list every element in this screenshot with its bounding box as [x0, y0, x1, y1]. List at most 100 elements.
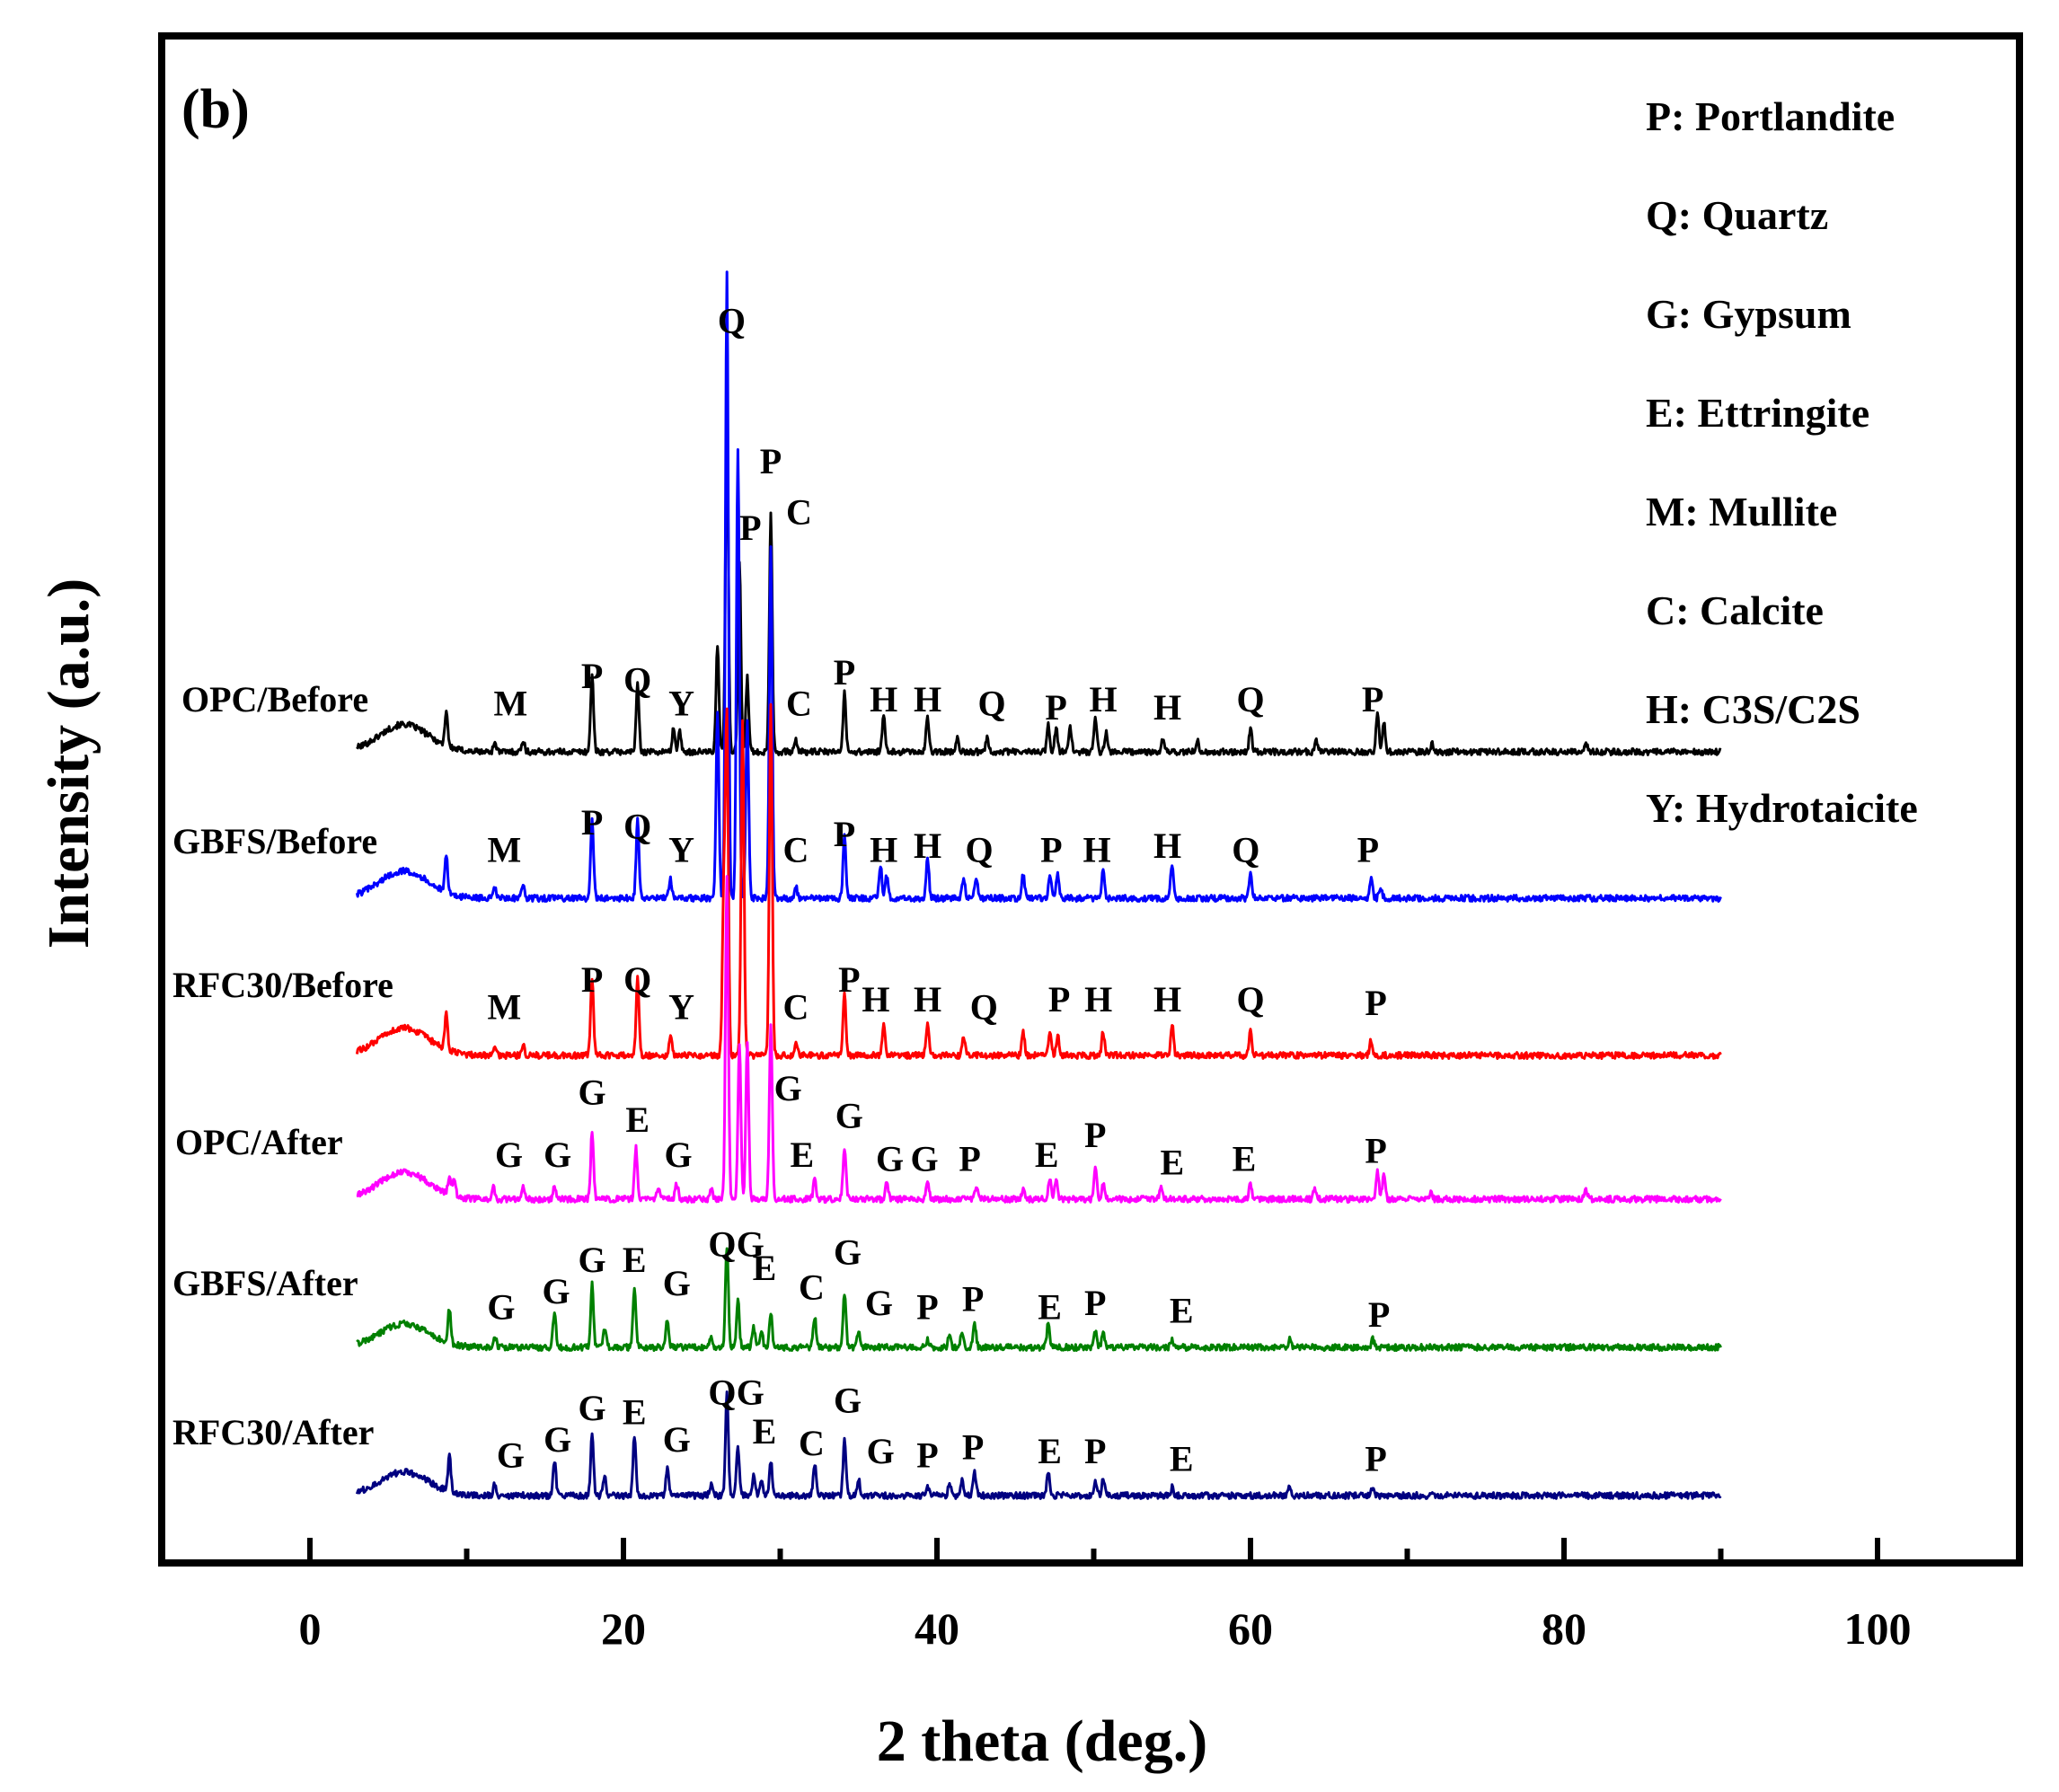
peak-label: P	[962, 1427, 984, 1468]
series-layer	[355, 270, 1722, 1500]
series-line	[356, 1247, 1722, 1352]
peak-label: E	[1233, 1138, 1257, 1178]
peak-label: E	[753, 1248, 777, 1288]
peak-label: G	[865, 1283, 893, 1323]
peak-label: Q	[1236, 979, 1264, 1020]
peak-label: P	[916, 1286, 938, 1327]
peak-label: H	[1153, 979, 1181, 1020]
series-label: RFC30/Before	[172, 965, 393, 1005]
peak-label: G	[543, 1419, 571, 1460]
series-line	[355, 702, 1722, 1060]
peak-label: Y	[668, 830, 694, 870]
peak-label: P	[959, 1138, 980, 1178]
series-label: GBFS/Before	[172, 821, 377, 861]
series-label: GBFS/After	[172, 1263, 358, 1303]
peak-label: H	[862, 979, 889, 1020]
series-line	[356, 411, 1722, 756]
x-tick-label: 40	[915, 1603, 959, 1654]
peak-label: P	[581, 802, 603, 843]
panel-label: (b)	[181, 79, 250, 140]
peak-label: C	[786, 684, 812, 724]
x-tick-label: 60	[1228, 1603, 1273, 1654]
peak-label: P	[1084, 1431, 1106, 1471]
peak-label: P	[581, 656, 603, 696]
peak-label: H	[1153, 687, 1181, 728]
legend-item: E: Ettringite	[1646, 390, 1869, 436]
peak-label: P	[1084, 1115, 1106, 1155]
plot-frame	[158, 32, 2023, 1567]
x-tick-label: 0	[299, 1603, 322, 1654]
peak-label: E	[623, 1391, 647, 1432]
legend-item: Y: Hydrotaicite	[1646, 785, 1918, 831]
peak-label: E	[625, 1099, 650, 1140]
series-label: OPC/Before	[181, 679, 368, 719]
peak-label: G	[774, 1068, 802, 1108]
peak-label: Q	[708, 1373, 736, 1413]
peak-label: Q	[623, 660, 651, 701]
peak-label: Q	[978, 684, 1006, 724]
peak-label: C	[782, 987, 809, 1028]
peak-label: G	[665, 1134, 693, 1175]
series-labels: OPC/Before GBFS/Before RFC30/Before OPC/…	[172, 679, 393, 1452]
series-line	[355, 1390, 1722, 1500]
peak-label: G	[737, 1224, 764, 1265]
y-axis-label: Intensity (a.u.)	[36, 578, 102, 949]
peak-label: P	[1084, 1283, 1106, 1323]
peak-label: P	[739, 508, 761, 548]
peak-label: E	[1160, 1143, 1184, 1183]
peak-label: M	[488, 987, 522, 1028]
peak-label: G	[487, 1286, 515, 1327]
peak-label: Q	[1232, 830, 1259, 870]
x-axis-ticks: 0 20 40 60 80 100	[299, 1538, 1912, 1654]
legend-item: Q: Quartz	[1646, 192, 1828, 238]
peak-label: G	[542, 1271, 570, 1311]
series-line	[356, 875, 1722, 1204]
peak-label: G	[579, 1388, 606, 1428]
peak-label: G	[835, 1095, 863, 1135]
peak-label: G	[834, 1380, 862, 1420]
peak-label: H	[1084, 979, 1112, 1020]
legend-item: G: Gypsum	[1646, 291, 1851, 337]
peak-label: G	[579, 1072, 606, 1112]
peak-label: P	[1365, 1439, 1386, 1479]
peak-label: G	[497, 1434, 525, 1475]
peak-label: E	[753, 1411, 777, 1452]
peak-label: E	[1035, 1134, 1059, 1175]
peak-label: Q	[966, 830, 994, 870]
peak-label: H	[914, 825, 941, 866]
peak-label: H	[914, 679, 941, 719]
peak-label: G	[876, 1138, 904, 1178]
x-tick-label: 100	[1844, 1603, 1912, 1654]
x-tick-label: 20	[601, 1603, 646, 1654]
peak-label: P	[1365, 1131, 1386, 1171]
peak-label: Y	[668, 684, 694, 724]
peak-label: E	[1038, 1286, 1062, 1327]
legend-item: P: Portlandite	[1646, 93, 1895, 139]
peak-label: G	[663, 1263, 691, 1303]
x-axis-label: 2 theta (deg.)	[877, 1708, 1207, 1774]
peak-label: P	[1362, 679, 1383, 719]
peak-label: E	[623, 1240, 647, 1280]
peak-label: C	[799, 1423, 825, 1463]
peak-label: P	[962, 1279, 984, 1320]
legend-item: C: Calcite	[1646, 587, 1824, 633]
peak-label: P	[1040, 830, 1062, 870]
peak-label: P	[838, 959, 860, 1000]
x-tick-label: 80	[1542, 1603, 1586, 1654]
peak-label: P	[1368, 1294, 1390, 1335]
peak-label: P	[834, 814, 855, 854]
peak-label: H	[870, 830, 897, 870]
peak-label: G	[579, 1240, 606, 1280]
peak-label: P	[1357, 830, 1379, 870]
peak-label: C	[782, 830, 809, 870]
peak-label: P	[1365, 983, 1386, 1023]
peak-label: Q	[1236, 679, 1264, 719]
peak-label: G	[737, 1373, 764, 1413]
peak-label: Q	[970, 987, 998, 1028]
peak-label: M	[494, 684, 528, 724]
peak-label: C	[799, 1267, 825, 1308]
peak-label: P	[1045, 687, 1066, 728]
peak-label: E	[1170, 1291, 1194, 1331]
peak-label: P	[916, 1434, 938, 1475]
